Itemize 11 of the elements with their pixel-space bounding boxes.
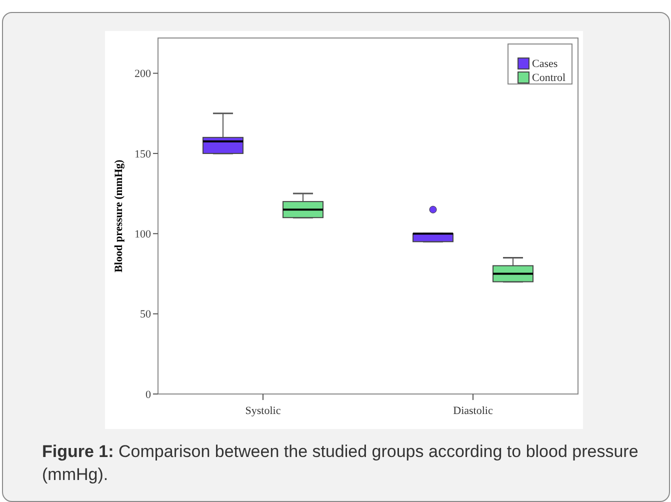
y-tick-label: 200 — [134, 68, 152, 80]
caption: Figure 1: Comparison between the studied groups according to blood pressure (mmHg). — [42, 441, 640, 486]
y-tick-label: 150 — [134, 148, 152, 160]
legend-label: Cases — [532, 58, 558, 70]
y-tick-label: 0 — [146, 388, 152, 401]
y-axis-title: Blood pressure (mmHg) — [113, 159, 125, 272]
y-tick-label: 50 — [140, 308, 152, 321]
x-tick-label: Diastolic — [453, 405, 493, 417]
x-tick-label: Systolic — [245, 405, 281, 417]
y-tick-label: 100 — [134, 228, 152, 240]
legend-label: Control — [532, 72, 566, 84]
